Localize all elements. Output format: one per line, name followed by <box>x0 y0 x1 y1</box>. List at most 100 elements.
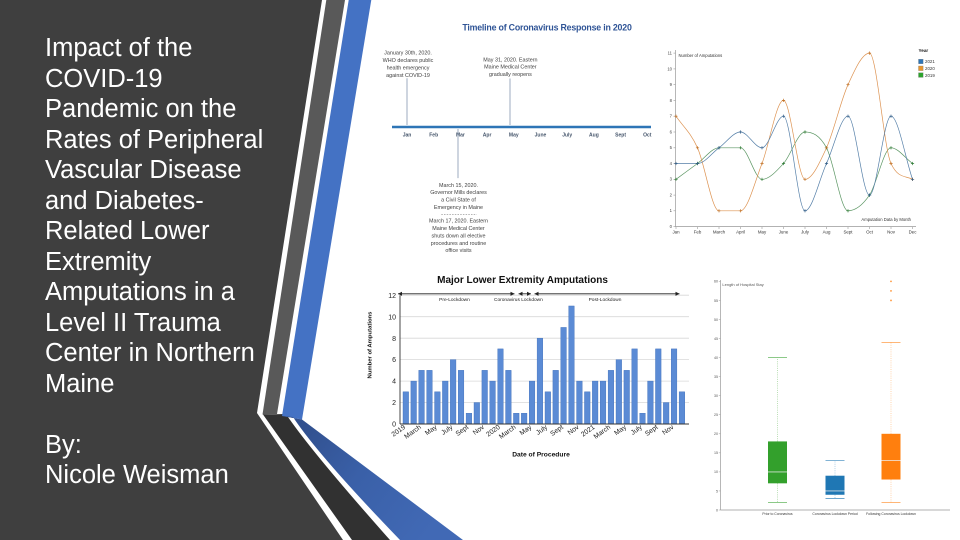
svg-text:Jan: Jan <box>403 133 412 139</box>
svg-text:March 15, 2020.: March 15, 2020. <box>439 183 478 189</box>
svg-text:Feb: Feb <box>694 230 702 235</box>
svg-text:10: 10 <box>388 314 396 321</box>
svg-text:2: 2 <box>670 193 673 198</box>
svg-text:July: July <box>801 230 810 235</box>
svg-text:procedures and routine: procedures and routine <box>431 241 486 247</box>
svg-text:40: 40 <box>714 356 718 360</box>
svg-text:5: 5 <box>716 489 718 493</box>
svg-text:May: May <box>519 424 534 438</box>
svg-text:April: April <box>736 230 745 235</box>
svg-text:11: 11 <box>668 51 673 56</box>
svg-text:health emergency: health emergency <box>387 65 430 71</box>
svg-text:January 30th, 2020.: January 30th, 2020. <box>384 51 432 57</box>
svg-text:6: 6 <box>670 129 673 134</box>
svg-text:March: March <box>593 424 613 441</box>
svg-text:Dec: Dec <box>909 230 918 235</box>
svg-text:Timeline of Coronavirus Respon: Timeline of Coronavirus Response in 2020 <box>462 23 632 33</box>
svg-text:Governor Mills declares: Governor Mills declares <box>430 190 487 196</box>
svg-text:Pre-Lockdown: Pre-Lockdown <box>439 297 470 303</box>
svg-text:July: July <box>440 424 454 437</box>
svg-text:June: June <box>535 133 547 139</box>
svg-text:Amputation Data by Month: Amputation Data by Month <box>861 217 911 222</box>
svg-text:May 31, 2020. Eastern: May 31, 2020. Eastern <box>483 57 537 63</box>
svg-text:May: May <box>613 424 628 438</box>
svg-text:9: 9 <box>670 82 673 87</box>
svg-text:Nov: Nov <box>661 424 675 437</box>
svg-text:55: 55 <box>714 299 718 303</box>
svg-text:against COVID-19: against COVID-19 <box>386 73 430 79</box>
svg-text:1: 1 <box>670 208 673 213</box>
svg-text:Post-Lockdown: Post-Lockdown <box>589 297 622 303</box>
svg-text:60: 60 <box>714 280 718 284</box>
svg-text:Oct: Oct <box>866 230 874 235</box>
svg-text:Nov: Nov <box>567 424 581 437</box>
svg-text:2021: 2021 <box>925 59 935 64</box>
svg-text:shuts down all elective: shuts down all elective <box>432 233 486 239</box>
svg-text:Number of Amputations: Number of Amputations <box>368 311 374 379</box>
svg-text:Nov: Nov <box>472 424 486 437</box>
svg-text:20: 20 <box>714 432 718 436</box>
svg-text:Maine Medical Center: Maine Medical Center <box>484 65 537 71</box>
svg-text:10: 10 <box>714 470 718 474</box>
svg-text:July: July <box>630 424 644 437</box>
svg-text:office visits: office visits <box>445 248 472 254</box>
svg-text:Feb: Feb <box>429 133 438 139</box>
svg-text:March: March <box>498 424 518 441</box>
svg-text:Aug: Aug <box>589 133 599 139</box>
svg-text:3: 3 <box>670 177 673 182</box>
svg-text:50: 50 <box>714 318 718 322</box>
svg-text:Coronavirus Lockdown Period: Coronavirus Lockdown Period <box>812 512 857 516</box>
svg-text:May: May <box>509 133 519 139</box>
svg-text:0: 0 <box>392 422 396 429</box>
svg-text:Apr: Apr <box>483 133 492 139</box>
svg-text:Jan: Jan <box>672 230 680 235</box>
svg-text:Oct: Oct <box>643 133 652 139</box>
svg-text:Following Coronavirus Lockdown: Following Coronavirus Lockdown <box>866 512 916 516</box>
svg-text:6: 6 <box>392 357 396 364</box>
svg-text:Nov: Nov <box>887 230 896 235</box>
svg-text:a Civil State of: a Civil State of <box>441 198 476 204</box>
svg-text:30: 30 <box>714 394 718 398</box>
svg-text:12: 12 <box>388 293 396 300</box>
svg-text:Sept: Sept <box>615 133 626 139</box>
svg-text:2020: 2020 <box>925 66 935 71</box>
svg-text:0: 0 <box>716 508 718 512</box>
svg-text:4: 4 <box>670 161 673 166</box>
svg-text:Emergency in Maine: Emergency in Maine <box>434 205 483 211</box>
svg-text:2: 2 <box>392 400 396 407</box>
svg-text:Sept: Sept <box>455 424 471 438</box>
svg-text:Mar: Mar <box>456 133 465 139</box>
svg-text:March 17, 2020. Eastern: March 17, 2020. Eastern <box>429 219 488 225</box>
svg-text:May: May <box>758 230 767 235</box>
svg-text:Sept: Sept <box>644 424 660 438</box>
svg-text:7: 7 <box>670 114 673 119</box>
svg-text:July: July <box>535 424 549 437</box>
svg-text:June: June <box>779 230 789 235</box>
svg-text:Prior to Coronavirus: Prior to Coronavirus <box>762 512 792 516</box>
svg-text:8: 8 <box>670 98 673 103</box>
svg-text:March: March <box>713 230 726 235</box>
svg-text:25: 25 <box>714 413 718 417</box>
svg-text:5: 5 <box>670 145 673 150</box>
svg-text:Maine Medical Center: Maine Medical Center <box>432 226 485 232</box>
svg-text:4: 4 <box>392 379 396 386</box>
svg-text:Date of Procedure: Date of Procedure <box>512 452 570 459</box>
svg-text:Sept: Sept <box>843 230 853 235</box>
svg-text:45: 45 <box>714 337 718 341</box>
svg-text:Aug: Aug <box>823 230 831 235</box>
svg-text:Sept: Sept <box>549 424 565 438</box>
svg-text:WHO declares public: WHO declares public <box>383 58 434 64</box>
svg-text:Major Lower Extremity Amputati: Major Lower Extremity Amputations <box>437 275 608 286</box>
svg-text:0: 0 <box>670 224 673 229</box>
svg-text:May: May <box>424 424 439 438</box>
svg-text:8: 8 <box>392 336 396 343</box>
svg-text:Length of Hospital Stay: Length of Hospital Stay <box>722 282 763 287</box>
svg-text:Number of Amputations: Number of Amputations <box>679 53 723 58</box>
svg-text:July: July <box>562 133 572 139</box>
svg-text:Year: Year <box>919 48 929 53</box>
svg-text:Coronavirus Lockdown: Coronavirus Lockdown <box>494 297 543 303</box>
svg-text:35: 35 <box>714 375 718 379</box>
svg-text:10: 10 <box>667 66 672 71</box>
svg-text:15: 15 <box>714 451 718 455</box>
svg-text:gradually reopens: gradually reopens <box>489 72 532 78</box>
